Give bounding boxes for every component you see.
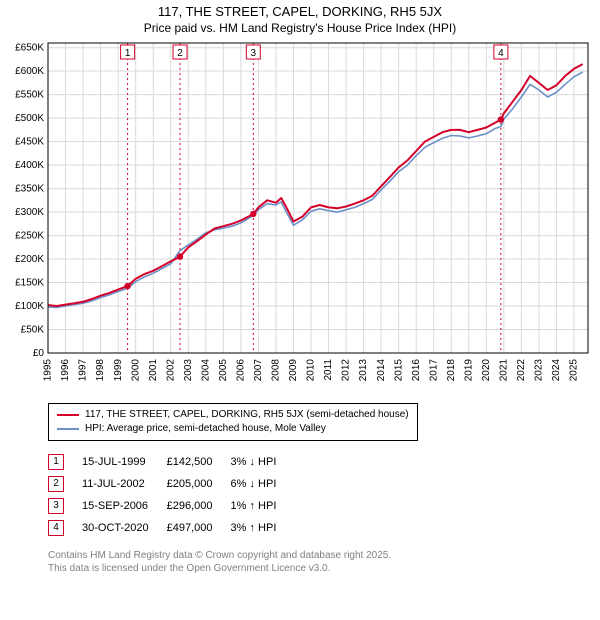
event-delta: 3% ↑ HPI	[231, 517, 295, 539]
svg-text:£400K: £400K	[15, 160, 44, 171]
event-date: 30-OCT-2020	[82, 517, 167, 539]
line-chart: £0 £50K £100K £150K £200K £250K £300K £350K £400…	[0, 35, 600, 397]
event-marker: 1	[48, 454, 64, 470]
svg-text:£600K: £600K	[15, 66, 44, 77]
title-address: 117, THE STREET, CAPEL, DORKING, RH5 5JX	[0, 4, 600, 19]
legend-swatch	[57, 414, 79, 416]
svg-text:3: 3	[251, 48, 257, 59]
svg-text:1995: 1995	[43, 359, 54, 382]
svg-text:2007: 2007	[253, 359, 264, 382]
svg-text:2014: 2014	[376, 359, 387, 382]
svg-text:2023: 2023	[534, 359, 545, 382]
chart-titles: 117, THE STREET, CAPEL, DORKING, RH5 5JX…	[0, 0, 600, 35]
event-delta: 6% ↓ HPI	[231, 473, 295, 495]
svg-text:2: 2	[177, 48, 183, 59]
svg-text:£450K: £450K	[15, 137, 44, 148]
table-row: 3 15-SEP-2006£296,0001% ↑ HPI	[48, 495, 294, 517]
svg-text:1: 1	[125, 48, 131, 59]
svg-text:2024: 2024	[551, 359, 562, 382]
event-price: £205,000	[167, 473, 231, 495]
svg-text:2020: 2020	[481, 359, 492, 382]
event-date: 11-JUL-2002	[82, 473, 167, 495]
svg-text:2004: 2004	[200, 359, 211, 382]
svg-text:2011: 2011	[323, 359, 334, 381]
svg-text:2015: 2015	[393, 359, 404, 382]
svg-text:£50K: £50K	[21, 325, 45, 336]
svg-text:£150K: £150K	[15, 278, 44, 289]
svg-text:2002: 2002	[165, 359, 176, 382]
svg-text:£650K: £650K	[15, 43, 44, 54]
event-price: £296,000	[167, 495, 231, 517]
legend-row: 117, THE STREET, CAPEL, DORKING, RH5 5JX…	[57, 408, 409, 422]
footer-line-1: Contains HM Land Registry data © Crown c…	[48, 549, 600, 562]
footer-line-2: This data is licensed under the Open Gov…	[48, 562, 600, 575]
legend: 117, THE STREET, CAPEL, DORKING, RH5 5JX…	[48, 403, 418, 441]
svg-text:2025: 2025	[569, 359, 580, 382]
svg-text:£200K: £200K	[15, 254, 44, 265]
svg-text:£100K: £100K	[15, 301, 44, 312]
svg-text:£300K: £300K	[15, 207, 44, 218]
svg-text:2005: 2005	[218, 359, 229, 382]
svg-text:2013: 2013	[358, 359, 369, 382]
svg-text:1997: 1997	[78, 359, 89, 382]
legend-row: HPI: Average price, semi-detached house,…	[57, 422, 409, 436]
event-delta: 1% ↑ HPI	[231, 495, 295, 517]
legend-label: 117, THE STREET, CAPEL, DORKING, RH5 5JX…	[85, 408, 409, 422]
event-date: 15-SEP-2006	[82, 495, 167, 517]
svg-text:2021: 2021	[498, 359, 509, 382]
svg-text:2018: 2018	[446, 359, 457, 382]
svg-text:2008: 2008	[271, 359, 282, 382]
legend-swatch	[57, 428, 79, 430]
svg-text:2001: 2001	[148, 359, 159, 382]
table-row: 4 30-OCT-2020£497,0003% ↑ HPI	[48, 517, 294, 539]
event-date: 15-JUL-1999	[82, 451, 167, 473]
table-row: 2 11-JUL-2002£205,0006% ↓ HPI	[48, 473, 294, 495]
svg-text:2006: 2006	[235, 359, 246, 382]
svg-text:4: 4	[498, 48, 504, 59]
svg-text:2003: 2003	[183, 359, 194, 382]
svg-text:2022: 2022	[516, 359, 527, 382]
event-marker: 3	[48, 498, 64, 514]
legend-label: HPI: Average price, semi-detached house,…	[85, 422, 326, 436]
table-row: 1 15-JUL-1999£142,5003% ↓ HPI	[48, 451, 294, 473]
svg-text:2012: 2012	[341, 359, 352, 382]
svg-text:£0: £0	[33, 348, 45, 359]
svg-text:1998: 1998	[95, 359, 106, 382]
svg-text:£250K: £250K	[15, 231, 44, 242]
event-marker: 4	[48, 520, 64, 536]
event-delta: 3% ↓ HPI	[231, 451, 295, 473]
svg-text:1996: 1996	[60, 359, 71, 382]
title-subtitle: Price paid vs. HM Land Registry's House …	[0, 21, 600, 35]
event-price: £142,500	[167, 451, 231, 473]
footer-attribution: Contains HM Land Registry data © Crown c…	[48, 549, 600, 575]
event-table: 1 15-JUL-1999£142,5003% ↓ HPI 2 11-JUL-2002…	[48, 451, 600, 539]
svg-text:2019: 2019	[463, 359, 474, 382]
chart-area: £0 £50K £100K £150K £200K £250K £300K £350K £400…	[0, 35, 600, 397]
svg-text:£350K: £350K	[15, 184, 44, 195]
svg-text:2009: 2009	[288, 359, 299, 382]
svg-text:2010: 2010	[306, 359, 317, 382]
event-price: £497,000	[167, 517, 231, 539]
svg-text:£500K: £500K	[15, 113, 44, 124]
svg-text:2016: 2016	[411, 359, 422, 382]
svg-text:£550K: £550K	[15, 90, 44, 101]
event-marker: 2	[48, 476, 64, 492]
svg-text:1999: 1999	[113, 359, 124, 382]
svg-text:2017: 2017	[428, 359, 439, 382]
svg-text:2000: 2000	[130, 359, 141, 382]
